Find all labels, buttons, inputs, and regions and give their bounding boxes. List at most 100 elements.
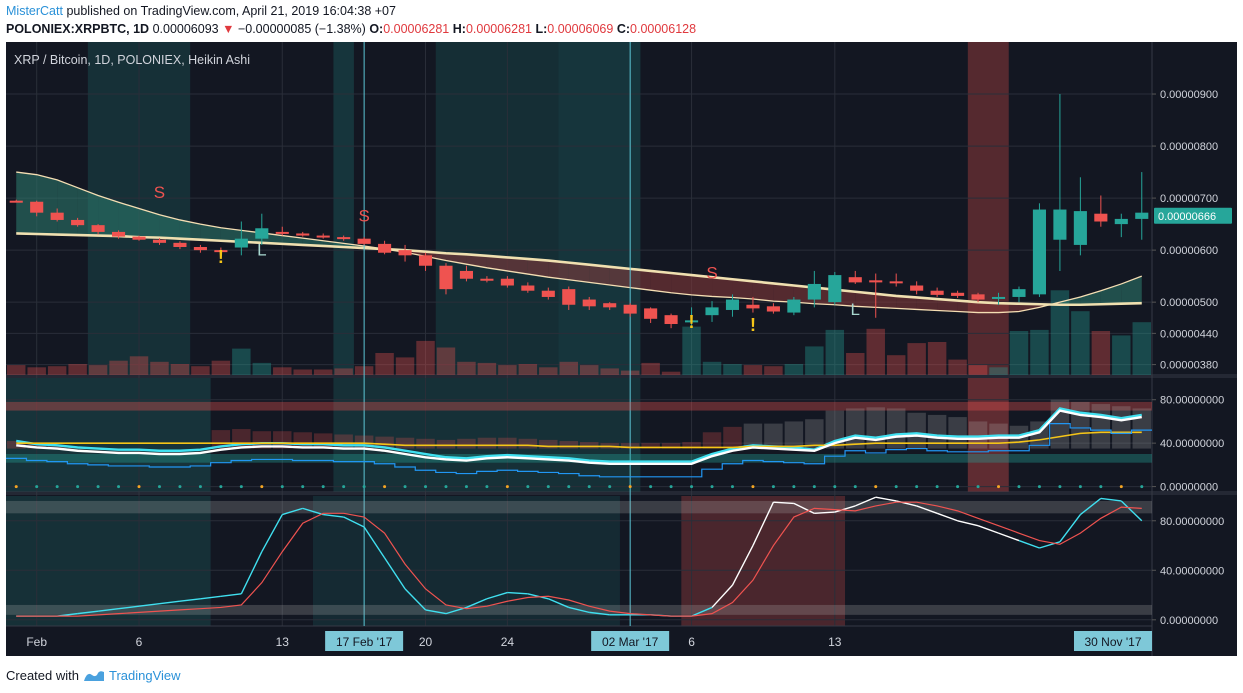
candle-body	[398, 250, 412, 256]
candle-body	[848, 277, 862, 283]
volume-bar	[968, 365, 988, 375]
zero-dot	[403, 485, 407, 489]
candle-body	[50, 212, 64, 220]
candle-body	[193, 247, 207, 251]
zero-dot	[301, 485, 305, 489]
volume-bar	[334, 368, 353, 375]
candle-body	[234, 238, 248, 248]
published-text: published on TradingView.com, April 21, …	[66, 4, 396, 18]
candle-body	[889, 281, 903, 284]
ema-cloud-segment	[1018, 303, 1040, 312]
zero-dot	[649, 485, 653, 489]
zero-dot	[792, 485, 796, 489]
ema-cloud-segment	[220, 227, 242, 242]
volume-bar	[580, 365, 599, 375]
d-line-series	[16, 501, 1142, 617]
ema-cloud-segment	[179, 219, 201, 240]
ema-cloud-segment	[57, 179, 78, 236]
candle-body	[582, 299, 596, 307]
histogram-bar	[1112, 406, 1131, 449]
chart-background	[6, 42, 1237, 656]
candle-body	[255, 228, 269, 239]
histogram-bar	[641, 443, 660, 449]
indicator-band	[333, 378, 641, 492]
k-line-segment	[998, 532, 1020, 542]
volume-bar	[88, 365, 108, 375]
candle-body	[746, 304, 760, 309]
zero-dot	[321, 485, 325, 489]
histogram-bar	[375, 436, 394, 449]
k-line-segment	[404, 588, 427, 611]
crosshair-date-badge	[591, 631, 670, 651]
crosshair-date-label: 30 Nov '17	[1085, 635, 1142, 649]
candle-body	[1094, 213, 1108, 222]
author-link[interactable]: MisterCatt	[6, 4, 63, 18]
k-line-segment	[363, 526, 386, 559]
k-line-segment	[1059, 514, 1081, 543]
zero-dot	[342, 485, 346, 489]
volume-bar	[805, 346, 824, 375]
step-line-series	[6, 423, 1152, 478]
zero-dot	[1078, 485, 1082, 489]
volume-bar	[273, 367, 292, 375]
last-price-label: 0.00000666	[1158, 211, 1216, 223]
histogram-bar	[539, 439, 558, 449]
k-line-segment	[1079, 497, 1102, 516]
k-line-segment	[957, 520, 979, 527]
warning-marker: !	[689, 312, 695, 332]
volume-bar	[927, 342, 947, 375]
x-tick-label: 6	[688, 635, 695, 649]
zero-dot	[444, 485, 448, 489]
candle-body	[971, 294, 985, 300]
chart-title: XRP / Bitcoin, 1D, POLONIEX, Heikin Ashi	[14, 53, 250, 67]
ema-cloud-segment	[568, 262, 590, 283]
chart-canvas[interactable]: S! L S S! ! L 0.00000900 0.00000800 0.00000700 0…	[6, 42, 1237, 656]
last-price: 0.00006093	[152, 22, 219, 36]
zero-dot	[383, 485, 387, 489]
volume-bar	[68, 364, 87, 375]
ema-cloud-segment	[1100, 283, 1122, 305]
candle-body	[418, 255, 433, 266]
zero-dot	[997, 485, 1001, 489]
candle-body	[623, 304, 637, 314]
zero-dot	[76, 485, 80, 489]
zero-dot	[669, 485, 673, 489]
candle-body	[1032, 209, 1046, 295]
volume-bar	[539, 367, 558, 375]
signal-band	[558, 42, 641, 375]
candle-body	[787, 299, 801, 313]
created-with-text: Created with	[6, 668, 79, 683]
tradingview-link[interactable]: TradingView	[108, 668, 181, 683]
zero-dot	[546, 485, 550, 489]
k-line-segment	[466, 598, 488, 609]
zero-dot	[117, 485, 121, 489]
candle-body	[500, 278, 514, 286]
long-signal-marker: L	[851, 300, 860, 319]
zero-dot	[853, 485, 857, 489]
warning-marker: !	[218, 247, 224, 267]
k-line-segment	[1100, 497, 1122, 502]
volume-bar	[702, 361, 722, 375]
volume-bar	[825, 329, 845, 375]
zero-dot	[55, 485, 59, 489]
k-line-segment	[159, 600, 181, 605]
candle-body	[1114, 218, 1128, 225]
price-tick-label: 0.00000700	[1160, 193, 1218, 205]
ema-cloud-segment	[732, 279, 753, 300]
histogram-bar	[907, 412, 926, 449]
volume-bar	[600, 368, 619, 375]
signal-line-series	[16, 431, 1142, 449]
histogram-bar	[784, 421, 804, 449]
volume-bar	[313, 369, 333, 375]
histogram-bar	[47, 445, 67, 449]
zero-dot	[505, 485, 509, 489]
candle-body	[132, 236, 146, 240]
candle-body	[521, 285, 535, 291]
k-line-segment	[691, 606, 713, 617]
volume-bar	[1071, 311, 1090, 375]
high-label: H:	[452, 22, 466, 36]
zero-dot	[915, 485, 919, 489]
histogram-bar	[723, 426, 742, 449]
k-line-segment	[1039, 541, 1061, 549]
candle-body	[152, 239, 167, 243]
